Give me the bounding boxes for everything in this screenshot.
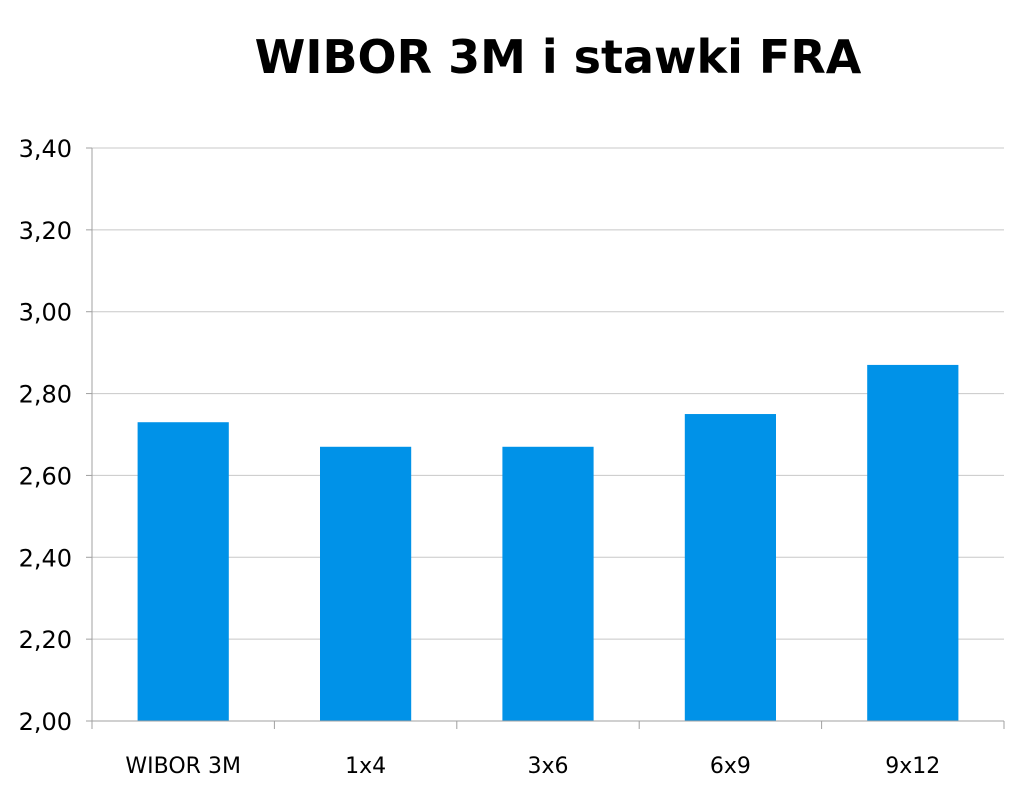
bars xyxy=(137,364,959,721)
y-tick-label: 2,20 xyxy=(19,626,72,654)
x-tick-label: 9x12 xyxy=(885,754,940,779)
chart-title: WIBOR 3M i stawki FRA xyxy=(254,30,862,84)
y-tick-label: 3,00 xyxy=(19,299,72,327)
bar xyxy=(684,414,776,721)
bar xyxy=(502,446,594,721)
x-tick-label: 3x6 xyxy=(527,754,568,779)
bar xyxy=(320,446,412,721)
y-tick-label: 3,20 xyxy=(19,217,72,245)
bar xyxy=(867,364,959,721)
axes xyxy=(86,147,1005,729)
y-tick-label: 2,00 xyxy=(19,708,72,736)
x-tick-label: WIBOR 3M xyxy=(125,754,241,779)
y-tick-label: 2,80 xyxy=(19,381,72,409)
y-tick-label: 2,40 xyxy=(19,544,72,572)
y-tick-label: 3,40 xyxy=(19,135,72,163)
tick-labels: 2,00 2,20 2,40 2,60 2,80 3,00 3,20 3,40 WIBOR 3M… xyxy=(19,135,941,779)
x-tick-label: 6x9 xyxy=(710,754,751,779)
bar xyxy=(137,422,229,721)
x-tick-label: 1x4 xyxy=(345,754,386,779)
y-tick-label: 2,60 xyxy=(19,462,72,490)
